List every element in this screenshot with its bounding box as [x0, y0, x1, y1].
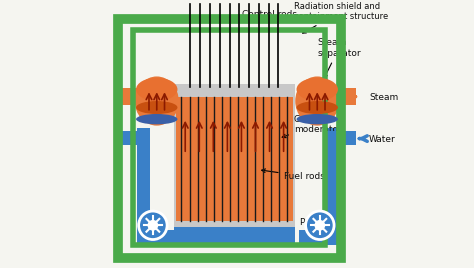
Text: Water: Water: [369, 135, 396, 144]
Circle shape: [138, 211, 167, 240]
Text: Steam: Steam: [369, 93, 398, 102]
FancyBboxPatch shape: [137, 128, 150, 245]
Ellipse shape: [297, 101, 338, 114]
FancyBboxPatch shape: [317, 88, 356, 105]
Ellipse shape: [136, 114, 177, 124]
Text: Fuel rods: Fuel rods: [262, 169, 325, 181]
FancyBboxPatch shape: [324, 128, 337, 245]
Ellipse shape: [297, 78, 338, 101]
Circle shape: [148, 221, 157, 230]
Text: Steam
separator: Steam separator: [317, 38, 361, 78]
FancyBboxPatch shape: [137, 230, 175, 245]
Ellipse shape: [136, 101, 177, 114]
Circle shape: [306, 211, 334, 240]
FancyBboxPatch shape: [176, 97, 292, 221]
Ellipse shape: [295, 76, 339, 126]
FancyBboxPatch shape: [173, 226, 295, 245]
Text: Control rods: Control rods: [236, 10, 297, 19]
Text: Radiation shield and
containment structure: Radiation shield and containment structu…: [294, 2, 388, 33]
FancyBboxPatch shape: [173, 84, 295, 226]
Ellipse shape: [297, 114, 338, 124]
FancyBboxPatch shape: [299, 230, 337, 245]
Ellipse shape: [135, 76, 179, 126]
Ellipse shape: [136, 78, 177, 101]
FancyBboxPatch shape: [118, 131, 149, 145]
Text: Graphite
moderator: Graphite moderator: [282, 115, 342, 138]
Circle shape: [315, 221, 325, 230]
Text: Pump: Pump: [299, 218, 325, 227]
FancyBboxPatch shape: [118, 88, 157, 105]
FancyBboxPatch shape: [325, 131, 356, 145]
